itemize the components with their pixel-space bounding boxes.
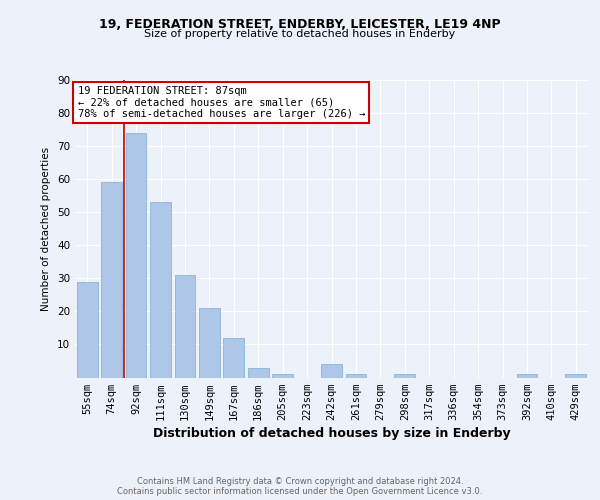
Y-axis label: Number of detached properties: Number of detached properties xyxy=(41,146,52,311)
Bar xyxy=(565,374,586,378)
Bar xyxy=(321,364,342,378)
Text: Size of property relative to detached houses in Enderby: Size of property relative to detached ho… xyxy=(145,29,455,39)
Text: 19 FEDERATION STREET: 87sqm
← 22% of detached houses are smaller (65)
78% of sem: 19 FEDERATION STREET: 87sqm ← 22% of det… xyxy=(77,86,365,119)
Bar xyxy=(150,202,171,378)
Bar xyxy=(101,182,122,378)
Bar xyxy=(223,338,244,378)
Bar xyxy=(346,374,367,378)
Bar xyxy=(175,275,196,378)
Bar xyxy=(248,368,269,378)
Bar xyxy=(272,374,293,378)
Text: 19, FEDERATION STREET, ENDERBY, LEICESTER, LE19 4NP: 19, FEDERATION STREET, ENDERBY, LEICESTE… xyxy=(99,18,501,30)
Text: Contains HM Land Registry data © Crown copyright and database right 2024.
Contai: Contains HM Land Registry data © Crown c… xyxy=(118,476,482,496)
Bar xyxy=(199,308,220,378)
Bar xyxy=(125,133,146,378)
Bar xyxy=(77,282,98,378)
Bar xyxy=(517,374,538,378)
X-axis label: Distribution of detached houses by size in Enderby: Distribution of detached houses by size … xyxy=(152,427,511,440)
Bar xyxy=(394,374,415,378)
